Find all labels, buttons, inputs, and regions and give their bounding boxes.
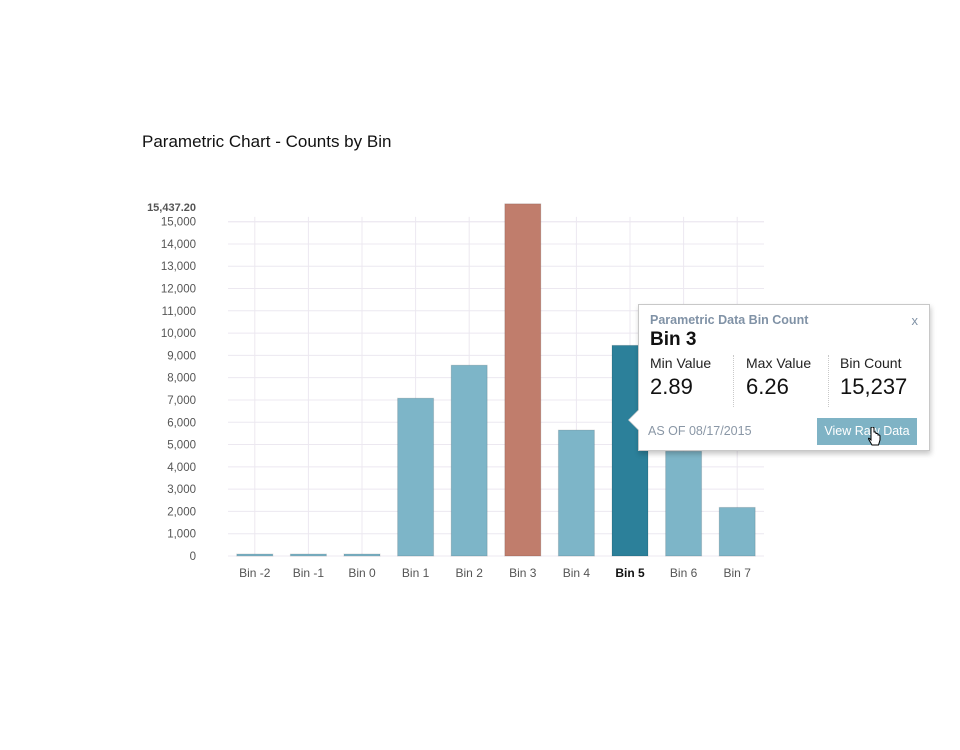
x-tick-label: Bin -1 <box>293 566 325 580</box>
chart-title: Parametric Chart - Counts by Bin <box>142 132 392 151</box>
y-tick-label: 12,000 <box>161 284 196 296</box>
x-tick-label: Bin 1 <box>402 566 430 580</box>
min-value: 2.89 <box>650 374 693 399</box>
close-icon[interactable]: x <box>911 313 919 328</box>
max-value-label: Max Value <box>746 355 812 371</box>
bar[interactable] <box>450 364 488 557</box>
y-tick-label: 5,000 <box>167 440 196 452</box>
tooltip-header: Parametric Data Bin Count <box>650 313 809 327</box>
y-tick-label: 2,000 <box>167 506 196 518</box>
bar[interactable] <box>236 553 274 557</box>
y-tick-label: 15,000 <box>161 217 196 229</box>
bin-tooltip: Parametric Data Bin Count x Bin 3 Min Va… <box>628 304 930 451</box>
x-tick-label: Bin -2 <box>239 566 271 580</box>
x-tick-label: Bin 6 <box>670 566 698 580</box>
y-max-label: 15,437.20 <box>147 202 196 214</box>
y-tick-label: 14,000 <box>161 239 196 251</box>
x-tick-label: Bin 0 <box>348 566 376 580</box>
y-tick-label: 8,000 <box>167 373 196 385</box>
x-tick-label: Bin 5 <box>615 566 645 580</box>
bin-count-value: 15,237 <box>840 374 908 399</box>
bin-count-stat: Bin Count 15,237 <box>840 355 907 407</box>
y-tick-label: 6,000 <box>167 417 196 429</box>
max-value-stat: Max Value 6.26 <box>746 355 811 407</box>
y-tick-label: 3,000 <box>167 484 196 496</box>
y-tick-label: 1,000 <box>167 529 196 541</box>
y-tick-label: 7,000 <box>167 395 196 407</box>
x-tick-label: Bin 7 <box>724 566 752 580</box>
tooltip-bin-name: Bin 3 <box>650 329 697 350</box>
bar[interactable] <box>397 397 435 557</box>
y-tick-label: 9,000 <box>167 350 196 362</box>
min-value-stat: Min Value 2.89 <box>650 355 711 407</box>
x-tick-label: Bin 3 <box>509 566 537 580</box>
max-value: 6.26 <box>746 374 789 399</box>
y-tick-label: 0 <box>190 551 196 563</box>
bar[interactable] <box>504 203 542 557</box>
bar[interactable] <box>343 553 381 557</box>
as-of-date: AS OF 08/17/2015 <box>648 424 752 438</box>
tooltip-stats: Min Value 2.89 Max Value 6.26 Bin Count … <box>639 355 929 407</box>
y-tick-label: 11,000 <box>162 306 196 318</box>
x-tick-label: Bin 2 <box>456 566 484 580</box>
bar[interactable] <box>718 506 756 557</box>
x-tick-label: Bin 4 <box>563 566 591 580</box>
y-tick-label: 4,000 <box>167 462 196 474</box>
min-value-label: Min Value <box>650 355 712 371</box>
stat-divider <box>733 355 734 407</box>
view-raw-data-button[interactable]: View Raw Data <box>817 418 917 445</box>
bin-count-label: Bin Count <box>840 355 902 371</box>
y-tick-label: 13,000 <box>161 261 196 273</box>
pointer-hand-icon <box>868 427 881 446</box>
y-tick-label: 10,000 <box>161 328 196 340</box>
bar[interactable] <box>557 429 595 557</box>
bar[interactable] <box>665 450 703 557</box>
stat-divider <box>828 355 829 407</box>
bar[interactable] <box>289 553 327 557</box>
